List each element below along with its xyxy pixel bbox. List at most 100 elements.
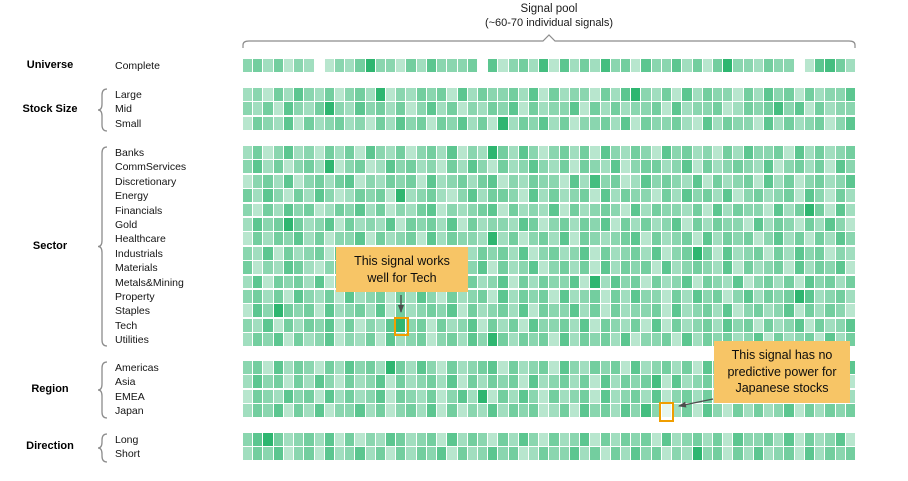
heatmap-cell: [498, 146, 508, 159]
stock-size-brace: [97, 88, 108, 132]
heatmap-cell: [682, 146, 692, 159]
heatmap-cell: [712, 318, 723, 332]
heatmap-cell: [651, 232, 661, 246]
heatmap-cell: [580, 261, 590, 275]
heatmap-cell: [304, 304, 314, 318]
heatmap-cell: [437, 59, 447, 72]
heatmap-cell: [488, 261, 498, 275]
row-label-small: Small: [115, 117, 142, 130]
heatmap-cell: [324, 261, 334, 275]
heatmap-cell: [365, 447, 375, 461]
callout-tech: This signal works well for Tech: [336, 247, 468, 292]
heatmap-cell: [529, 203, 539, 217]
heatmap-cell: [334, 160, 345, 174]
heatmap-cell: [355, 318, 365, 332]
heatmap-cell: [661, 447, 672, 461]
heatmap-cell: [365, 232, 375, 246]
heatmap-cell: [294, 102, 304, 116]
heatmap-cell: [621, 246, 631, 260]
heatmap-cell: [692, 218, 702, 231]
heatmap-cell: [631, 246, 641, 260]
heatmap-cell: [386, 318, 396, 332]
heatmap-cell: [753, 88, 764, 101]
heatmap-cell: [682, 389, 692, 403]
heatmap-cell: [416, 203, 426, 217]
heatmap-cell: [835, 160, 845, 174]
heatmap-cell: [396, 203, 406, 217]
heatmap-cell: [355, 102, 365, 116]
heatmap-cell: [365, 304, 375, 318]
heatmap-cell: [641, 160, 651, 174]
heatmap-row-tech: [243, 318, 855, 332]
heatmap-cell: [794, 290, 804, 303]
heatmap-cell: [406, 361, 416, 374]
heatmap-cell: [243, 246, 253, 260]
heatmap-cell: [386, 333, 396, 347]
heatmap-cell: [621, 389, 631, 403]
heatmap-cell: [345, 389, 355, 403]
heatmap-cell: [641, 404, 651, 418]
heatmap-cell: [508, 318, 518, 332]
heatmap-cell: [610, 203, 621, 217]
heatmap-cell: [631, 88, 641, 101]
heatmap-cell: [702, 290, 712, 303]
heatmap-cell: [426, 116, 437, 130]
heatmap-cell: [355, 88, 365, 101]
heatmap-cell: [733, 275, 743, 289]
heatmap-cell: [753, 102, 764, 116]
heatmap-cell: [743, 404, 753, 418]
heatmap-cell: [600, 59, 610, 72]
heatmap-cell: [682, 375, 692, 389]
heatmap-cell: [743, 116, 753, 130]
heatmap-cell: [529, 218, 539, 231]
heatmap-cell: [672, 160, 682, 174]
heatmap-cell: [590, 304, 600, 318]
heatmap-cell: [488, 375, 498, 389]
heatmap-cell: [733, 160, 743, 174]
heatmap-cell: [682, 246, 692, 260]
heatmap-cell: [661, 261, 672, 275]
heatmap-cell: [621, 116, 631, 130]
heatmap-cell: [774, 59, 784, 72]
heatmap-cell: [386, 404, 396, 418]
heatmap-cell: [324, 102, 334, 116]
heatmap-cell: [580, 404, 590, 418]
heatmap-cell: [375, 375, 386, 389]
heatmap-cell: [304, 290, 314, 303]
heatmap-cell: [845, 88, 855, 101]
heatmap-cell: [794, 218, 804, 231]
heatmap-cell: [314, 275, 324, 289]
heatmap-cell: [477, 318, 488, 332]
heatmap-cell: [324, 389, 334, 403]
heatmap-cell: [447, 404, 457, 418]
heatmap-cell: [518, 174, 529, 188]
heatmap-cell: [559, 203, 569, 217]
heatmap-cell: [447, 318, 457, 332]
heatmap-cell: [825, 447, 835, 461]
heatmap-cell: [672, 389, 682, 403]
heatmap-cell: [702, 447, 712, 461]
heatmap-cell: [825, 174, 835, 188]
heatmap-cell: [794, 88, 804, 101]
heatmap-cell: [733, 203, 743, 217]
heatmap-cell: [467, 304, 477, 318]
heatmap-cell: [825, 146, 835, 159]
heatmap-cell: [559, 275, 569, 289]
heatmap-cell: [416, 433, 426, 446]
heatmap-cell: [804, 88, 815, 101]
heatmap-cell: [283, 375, 294, 389]
heatmap-cell: [488, 102, 498, 116]
heatmap-cell: [631, 146, 641, 159]
heatmap-cell: [396, 116, 406, 130]
heatmap-cell: [529, 189, 539, 203]
heatmap-cell: [621, 102, 631, 116]
heatmap-cell: [406, 333, 416, 347]
heatmap-cell: [457, 218, 467, 231]
heatmap-cell: [457, 189, 467, 203]
heatmap-cell: [641, 433, 651, 446]
heatmap-cell: [294, 318, 304, 332]
heatmap-cell: [549, 333, 559, 347]
heatmap-cell: [835, 290, 845, 303]
heatmap-cell: [345, 318, 355, 332]
heatmap-cell: [243, 189, 253, 203]
